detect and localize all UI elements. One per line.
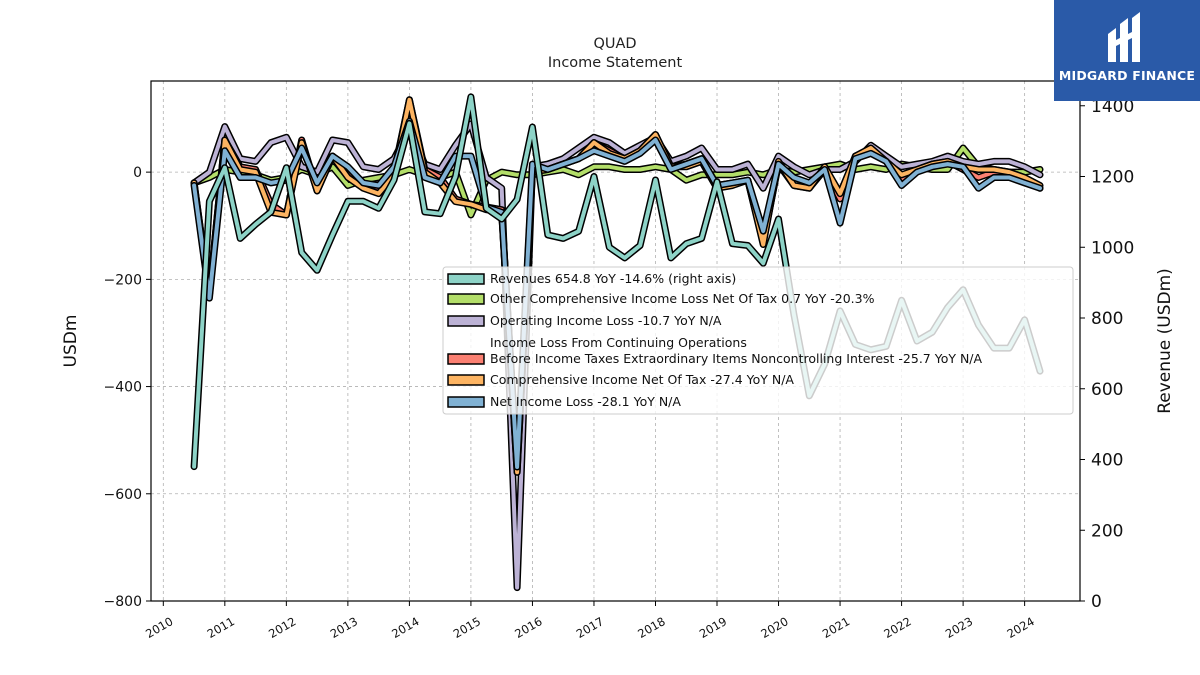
x-tick-label: 2024 — [1004, 614, 1036, 641]
y-tick-label-right: 1000 — [1091, 238, 1134, 258]
legend-label: Revenues 654.8 YoY -14.6% (right axis) — [490, 271, 736, 286]
x-tick-label: 2018 — [635, 614, 667, 641]
y-tick-label-right: 0 — [1091, 592, 1102, 612]
y-tick-label-right: 400 — [1091, 451, 1123, 471]
legend-label: Net Income Loss -28.1 YoY N/A — [490, 394, 681, 409]
legend-label: Other Comprehensive Income Loss Net Of T… — [490, 291, 875, 306]
legend-swatch — [447, 353, 485, 365]
legend-swatch — [447, 315, 485, 327]
chart-title: QUAD — [593, 36, 636, 52]
y-tick-label-right: 1200 — [1091, 168, 1134, 188]
legend-swatch — [447, 396, 485, 408]
legend-label: Income Loss From Continuing Operations — [490, 335, 747, 350]
x-tick-label: 2014 — [389, 614, 421, 641]
x-tick-label: 2020 — [758, 614, 790, 641]
y-tick-label-right: 600 — [1091, 380, 1123, 400]
y-tick-label-right: 800 — [1091, 309, 1123, 329]
brand-name: MIDGARD FINANCE — [1058, 68, 1196, 83]
y-tick-label-left: −800 — [104, 594, 142, 610]
legend-swatch — [447, 293, 485, 305]
y-tick-label-right: 1400 — [1091, 97, 1134, 117]
x-tick-label: 2011 — [205, 614, 237, 641]
y-axis-label-right: Revenue (USDm) — [1155, 268, 1175, 414]
x-tick-label: 2021 — [820, 614, 852, 641]
x-tick-label: 2023 — [943, 614, 975, 641]
x-tick-label: 2010 — [143, 614, 175, 641]
y-tick-label-left: 0 — [133, 165, 142, 181]
legend-label: Comprehensive Income Net Of Tax -27.4 Yo… — [490, 372, 794, 387]
legend-box — [442, 266, 1074, 415]
y-axis-label-left: USDm — [61, 315, 81, 368]
x-tick-label: 2013 — [328, 614, 360, 641]
y-tick-label-left: −600 — [104, 487, 142, 503]
x-tick-label: 2017 — [574, 614, 606, 641]
series-line — [192, 121, 1042, 590]
legend-swatch — [447, 273, 485, 285]
y-tick-label-left: −400 — [104, 380, 142, 396]
x-tick-label: 2016 — [512, 614, 544, 641]
chart-subtitle: Income Statement — [548, 55, 683, 71]
y-tick-label-left: −200 — [104, 272, 142, 288]
legend: Revenues 654.8 YoY -14.6% (right axis) Ot… — [442, 266, 1074, 415]
x-tick-label: 2022 — [881, 614, 913, 641]
brand-logo: MIDGARD FINANCE — [1054, 0, 1200, 101]
x-tick-label: 2015 — [451, 614, 483, 641]
plot-frame — [150, 80, 1081, 602]
x-tick-label: 2012 — [266, 614, 298, 641]
series-line — [192, 119, 1042, 469]
x-tick-label: 2019 — [697, 614, 729, 641]
legend-label: Before Income Taxes Extraordinary Items … — [490, 351, 983, 366]
legend-swatch — [447, 374, 485, 386]
midgard-logo-icon — [1108, 12, 1140, 62]
legend-label: Operating Income Loss -10.7 YoY N/A — [490, 313, 722, 328]
y-tick-label-right: 200 — [1091, 521, 1123, 541]
